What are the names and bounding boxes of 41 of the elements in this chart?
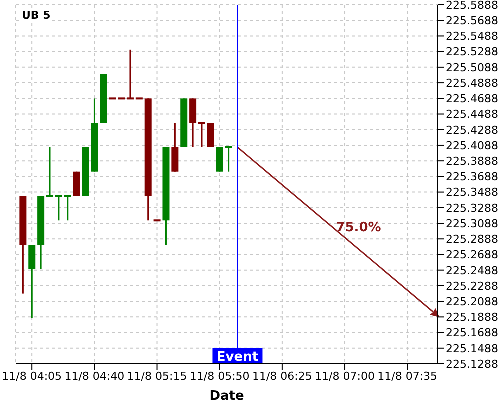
y-tick-label: 225.3288 (446, 202, 498, 215)
x-tick-label: 11/8 07:00 (315, 370, 375, 383)
x-tick-label: 11/8 04:40 (64, 370, 125, 383)
y-tick-label: 225.3888 (446, 154, 498, 168)
chart-title: UB 5 (22, 9, 51, 22)
y-tick-label: 225.3088 (446, 217, 498, 230)
y-tick-label: 225.5088 (446, 61, 498, 74)
x-tick-label: 11/8 07:35 (378, 370, 438, 383)
y-tick-label: 225.5888 (446, 0, 498, 12)
y-tick-label: 225.5488 (446, 30, 498, 44)
x-tick-label: 11/8 05:50 (190, 370, 250, 383)
y-tick-label: 225.4288 (446, 124, 498, 137)
y-tick-label: 225.4088 (446, 139, 498, 152)
candlestick (64, 195, 72, 222)
y-tick-label: 225.2688 (446, 248, 498, 262)
y-tick-label: 225.2488 (446, 264, 498, 278)
candlestick (46, 146, 54, 198)
x-tick-label: 11/8 05:15 (127, 370, 188, 383)
y-tick-label: 225.1288 (446, 358, 498, 371)
y-tick-label: 225.1888 (446, 311, 498, 324)
y-tick-label: 225.1688 (446, 326, 498, 340)
candlestick (126, 49, 134, 100)
y-tick-label: 225.4688 (446, 92, 498, 106)
y-tick-label: 225.3488 (446, 186, 498, 200)
y-tick-label: 225.4488 (446, 108, 498, 122)
candlestick (225, 146, 232, 173)
y-tick-label: 225.2888 (446, 233, 498, 246)
y-tick-label: 225.2088 (446, 295, 498, 308)
ref-line-label: Event (216, 350, 259, 365)
y-tick-label: 225.1488 (446, 342, 498, 356)
y-tick-label: 225.3688 (446, 170, 498, 184)
candlestick (55, 195, 62, 222)
annotation: 75.0% (336, 220, 382, 236)
y-tick-label: 225.2288 (446, 280, 498, 293)
y-tick-label: 225.4888 (446, 76, 498, 90)
x-axis-title: Date (210, 389, 244, 400)
candlestick (198, 122, 206, 148)
y-tick-label: 225.5288 (446, 46, 498, 59)
y-tick-label: 225.5688 (446, 14, 498, 28)
x-tick-label: 11/8 06:25 (252, 370, 312, 383)
x-tick-label: 11/8 04:05 (2, 370, 62, 383)
